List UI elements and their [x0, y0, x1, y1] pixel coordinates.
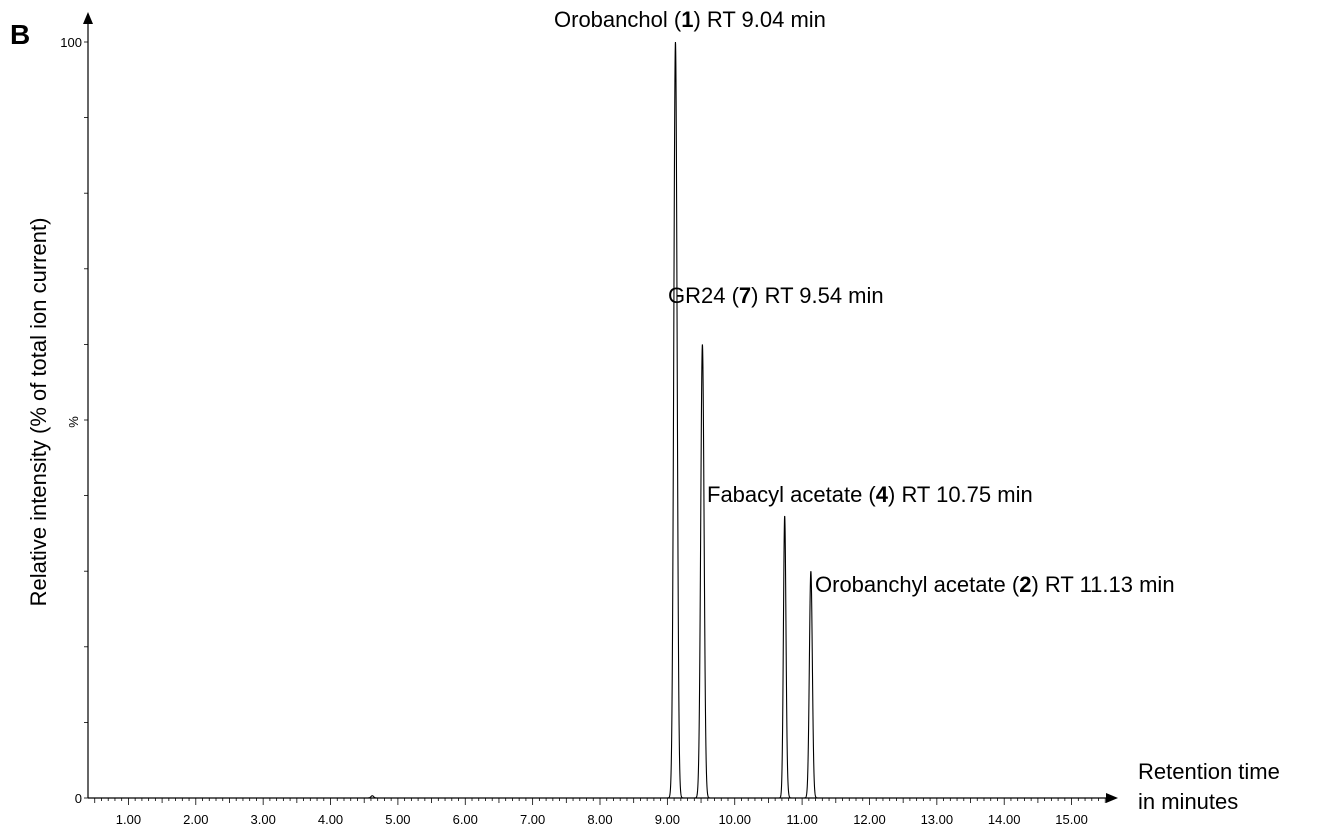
annotation-rt: ) RT 11.13 min: [1031, 572, 1174, 597]
y-axis-label: Relative intensity (% of total ion curre…: [26, 218, 51, 607]
peak-annotation: Fabacyl acetate (4) RT 10.75 min: [707, 482, 1033, 507]
annotation-text: Fabacyl acetate (: [707, 482, 876, 507]
x-tick-label: 14.00: [988, 812, 1021, 827]
x-tick-label: 2.00: [183, 812, 208, 827]
y-tick-label: 0: [75, 791, 82, 806]
compound-number: 2: [1019, 572, 1031, 597]
x-tick-label: 13.00: [921, 812, 954, 827]
x-tick-label: 8.00: [587, 812, 612, 827]
x-tick-label: 12.00: [853, 812, 886, 827]
x-tick-label: 3.00: [251, 812, 276, 827]
x-tick-label: 9.00: [655, 812, 680, 827]
x-tick-label: 11.00: [786, 812, 818, 827]
axes: [83, 12, 1118, 803]
panel-letter: B: [10, 19, 30, 50]
x-tick-label: 4.00: [318, 812, 343, 827]
annotation-text: Orobanchol (: [554, 7, 682, 32]
compound-number: 7: [739, 283, 751, 308]
peak-annotation: Orobanchyl acetate (2) RT 11.13 min: [815, 572, 1175, 597]
x-axis-label-line2: in minutes: [1138, 789, 1238, 814]
y-unit-label: %: [66, 416, 81, 428]
chromatogram-trace: [94, 41, 1106, 799]
x-tick-label: 7.00: [520, 812, 545, 827]
annotation-text: GR24 (: [668, 283, 740, 308]
trace-group: [94, 41, 1106, 799]
peak-annotation: GR24 (7) RT 9.54 min: [668, 283, 884, 308]
annotation-text: Orobanchyl acetate (: [815, 572, 1020, 597]
annotation-rt: ) RT 9.04 min: [693, 7, 825, 32]
annotation-rt: ) RT 9.54 min: [751, 283, 883, 308]
x-tick-label: 10.00: [718, 812, 751, 827]
x-tick-label: 1.00: [116, 812, 141, 827]
annotation-rt: ) RT 10.75 min: [888, 482, 1033, 507]
peak-annotation: Orobanchol (1) RT 9.04 min: [554, 7, 826, 32]
x-tick-label: 5.00: [385, 812, 410, 827]
compound-number: 1: [681, 7, 693, 32]
ticks: 1.00 2.00 3.00 4.00 5.00 6.00 7.00 8.00 9.00 10.0…: [60, 35, 1106, 827]
x-tick-label: 15.00: [1055, 812, 1088, 827]
x-axis-label-line1: Retention time: [1138, 759, 1280, 784]
y-tick-label: 100: [60, 35, 82, 50]
x-tick-label: 6.00: [453, 812, 478, 827]
compound-number: 4: [876, 482, 889, 507]
